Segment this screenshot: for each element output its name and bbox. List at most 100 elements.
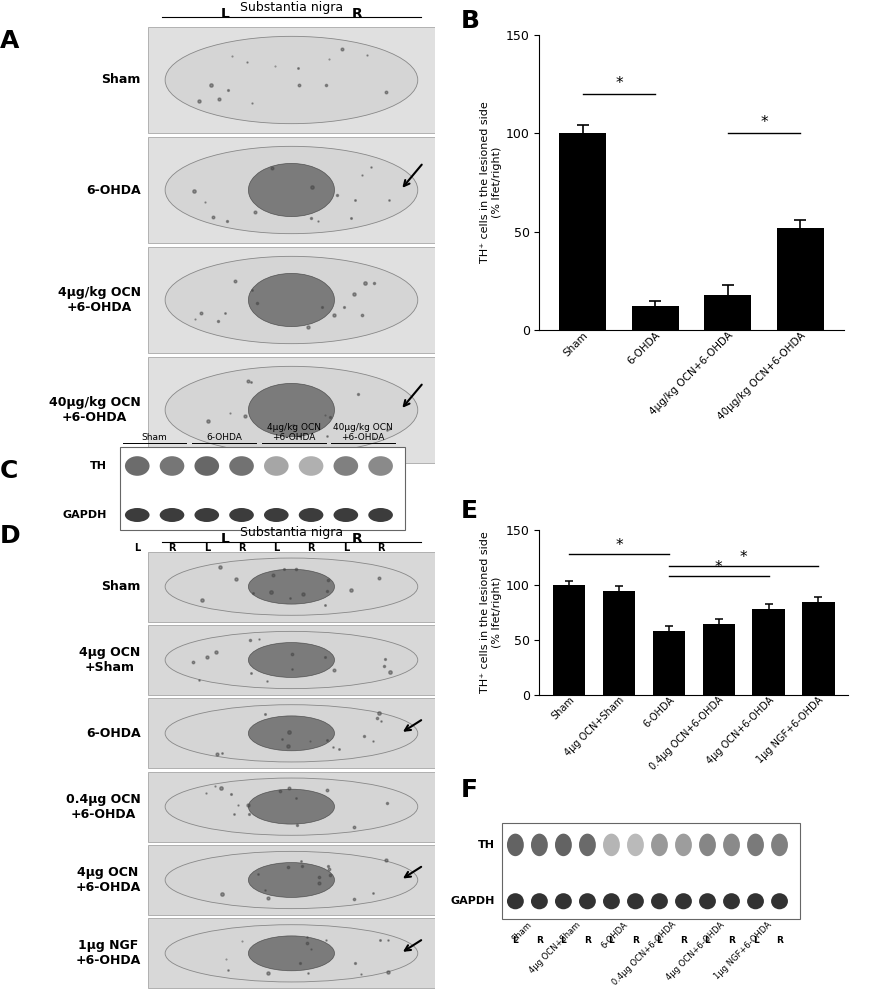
Ellipse shape bbox=[229, 508, 254, 522]
Text: 6-OHDA: 6-OHDA bbox=[206, 434, 242, 442]
Ellipse shape bbox=[249, 273, 334, 327]
Text: 4μg/kg OCN+6-OHDA: 4μg/kg OCN+6-OHDA bbox=[647, 330, 734, 417]
Text: 4μg OCN
+Sham: 4μg OCN +Sham bbox=[79, 646, 140, 674]
Bar bbox=[559, 133, 606, 330]
Text: TH: TH bbox=[477, 840, 494, 850]
Text: 40μg/kg OCN
+6-OHDA: 40μg/kg OCN +6-OHDA bbox=[49, 396, 140, 424]
Text: R: R bbox=[168, 543, 176, 553]
Ellipse shape bbox=[229, 456, 254, 476]
Ellipse shape bbox=[368, 508, 393, 522]
Text: 6-OHDA: 6-OHDA bbox=[626, 330, 661, 367]
Text: 0.4μg OCN+6-OHDA: 0.4μg OCN+6-OHDA bbox=[610, 920, 677, 987]
Text: L: L bbox=[221, 532, 229, 546]
Bar bbox=[148, 27, 434, 133]
Text: R: R bbox=[775, 936, 782, 945]
Ellipse shape bbox=[554, 893, 571, 909]
Ellipse shape bbox=[530, 834, 547, 856]
Text: 1μg NGF+6-OHDA: 1μg NGF+6-OHDA bbox=[713, 920, 773, 981]
Ellipse shape bbox=[249, 936, 334, 971]
Ellipse shape bbox=[165, 366, 417, 454]
Ellipse shape bbox=[249, 716, 334, 751]
Ellipse shape bbox=[554, 834, 571, 856]
Text: R: R bbox=[680, 936, 687, 945]
Text: Sham: Sham bbox=[549, 695, 575, 722]
Text: GAPDH: GAPDH bbox=[450, 896, 494, 906]
Ellipse shape bbox=[125, 456, 149, 476]
Text: TH: TH bbox=[90, 461, 107, 471]
Bar bbox=[148, 772, 434, 842]
Text: L: L bbox=[273, 543, 279, 553]
Text: Sham: Sham bbox=[510, 920, 534, 943]
Ellipse shape bbox=[165, 558, 417, 615]
Ellipse shape bbox=[602, 893, 619, 909]
Text: 6-OHDA: 6-OHDA bbox=[599, 920, 629, 950]
Ellipse shape bbox=[249, 789, 334, 824]
Ellipse shape bbox=[674, 893, 691, 909]
Ellipse shape bbox=[722, 834, 739, 856]
Ellipse shape bbox=[249, 863, 334, 897]
Ellipse shape bbox=[650, 834, 667, 856]
Bar bbox=[602, 590, 634, 695]
Text: 4μg OCN
+6-OHDA: 4μg OCN +6-OHDA bbox=[75, 866, 140, 894]
Text: F: F bbox=[461, 778, 478, 802]
Ellipse shape bbox=[579, 893, 595, 909]
Text: Sham: Sham bbox=[101, 73, 140, 86]
Ellipse shape bbox=[746, 893, 763, 909]
Text: *: * bbox=[739, 550, 746, 565]
Ellipse shape bbox=[249, 383, 334, 437]
Bar bbox=[704, 295, 751, 330]
Text: 40μg/kg OCN+6-OHDA: 40μg/kg OCN+6-OHDA bbox=[715, 330, 806, 422]
Ellipse shape bbox=[674, 834, 691, 856]
Ellipse shape bbox=[650, 893, 667, 909]
Text: L: L bbox=[752, 936, 758, 945]
Text: 4μg OCN+6-OHDA: 4μg OCN+6-OHDA bbox=[664, 920, 725, 982]
Ellipse shape bbox=[165, 925, 417, 982]
Text: 6-OHDA: 6-OHDA bbox=[86, 727, 140, 740]
Bar bbox=[148, 137, 434, 243]
Bar bbox=[501, 823, 799, 918]
Text: R: R bbox=[307, 543, 315, 553]
Ellipse shape bbox=[699, 834, 715, 856]
Ellipse shape bbox=[507, 893, 523, 909]
Text: L: L bbox=[203, 543, 209, 553]
Bar bbox=[148, 357, 434, 463]
Text: *: * bbox=[614, 538, 622, 553]
Text: Substantia nigra: Substantia nigra bbox=[240, 1, 342, 14]
Text: 0.4μg OCN+6-OHDA: 0.4μg OCN+6-OHDA bbox=[647, 695, 725, 772]
Text: R: R bbox=[631, 936, 638, 945]
Ellipse shape bbox=[160, 508, 184, 522]
Ellipse shape bbox=[333, 456, 358, 476]
Ellipse shape bbox=[722, 893, 739, 909]
Bar bbox=[148, 918, 434, 988]
Ellipse shape bbox=[165, 851, 417, 909]
Ellipse shape bbox=[249, 163, 334, 217]
Ellipse shape bbox=[165, 36, 417, 124]
Text: R: R bbox=[376, 543, 384, 553]
Bar bbox=[652, 631, 684, 695]
Text: D: D bbox=[0, 524, 21, 548]
Text: 6-OHDA: 6-OHDA bbox=[640, 695, 675, 730]
Ellipse shape bbox=[165, 146, 417, 234]
Ellipse shape bbox=[699, 893, 715, 909]
Text: 4μg OCN+Sham: 4μg OCN+Sham bbox=[527, 920, 581, 975]
Text: C: C bbox=[0, 459, 18, 483]
Text: *: * bbox=[760, 115, 767, 130]
Ellipse shape bbox=[579, 834, 595, 856]
Text: L: L bbox=[704, 936, 710, 945]
Ellipse shape bbox=[263, 456, 289, 476]
Ellipse shape bbox=[627, 834, 643, 856]
Bar bbox=[148, 625, 434, 695]
Bar bbox=[148, 552, 434, 622]
Text: *: * bbox=[714, 560, 722, 575]
Text: R: R bbox=[535, 936, 542, 945]
Y-axis label: TH⁺ cells in the lesioned side
(% lfet/right): TH⁺ cells in the lesioned side (% lfet/r… bbox=[480, 532, 501, 693]
Text: L: L bbox=[221, 7, 229, 21]
Text: A: A bbox=[0, 29, 19, 53]
Ellipse shape bbox=[165, 631, 417, 689]
Text: 4μg OCN+6-OHDA: 4μg OCN+6-OHDA bbox=[704, 695, 775, 766]
Ellipse shape bbox=[770, 834, 787, 856]
Text: R: R bbox=[352, 532, 362, 546]
Ellipse shape bbox=[165, 256, 417, 344]
Ellipse shape bbox=[298, 456, 323, 476]
Text: *: * bbox=[614, 76, 622, 91]
